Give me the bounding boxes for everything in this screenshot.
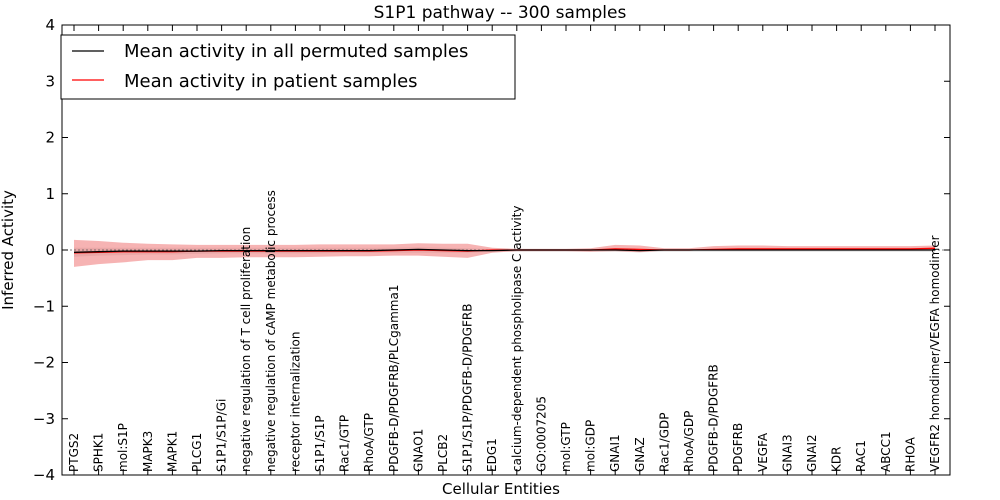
y-tick-label: 0 [45,241,55,259]
x-category-label: mol:GDP [584,420,598,472]
x-category-label: RhoA/GDP [682,411,696,472]
x-category-label: ABCC1 [879,431,893,472]
x-category-label: PLCB2 [436,434,450,472]
x-category-label: negative regulation of cAMP metabolic pr… [264,190,278,472]
x-category-label: GNAI2 [805,434,819,472]
y-tick-label: 4 [45,16,55,34]
series-line-permuted [73,248,935,253]
legend: Mean activity in all permuted samples Me… [60,34,516,100]
y-tick-label: 2 [45,129,55,147]
x-category-label: MAPK3 [141,431,155,472]
legend-box [60,34,516,100]
y-tick-label: −4 [33,466,55,484]
x-category-label: PDGFRB [731,423,745,472]
x-category-label: GNAZ [633,437,647,472]
x-category-label: PDGFB-D/PDGFRB/PLCgamma1 [387,285,401,472]
x-category-label: GNAI1 [608,434,622,472]
legend-label-patient: Mean activity in patient samples [124,71,418,92]
x-category-label: calcium-dependent phospholipase C activi… [510,206,524,472]
x-category-label: GNAO1 [411,429,425,472]
x-category-label: KDR [830,447,844,472]
x-category-label: VEGFA [756,432,770,472]
x-category-label: Rac1/GDP [657,413,671,472]
series-lines [73,247,936,254]
x-category-label: EDG1 [485,438,499,472]
x-category-label: RHOA [903,436,917,472]
x-category-label: PLCG1 [190,433,204,472]
x-axis-title: Cellular Entities [442,480,560,498]
x-category-label: RAC1 [854,440,868,472]
band-patient [74,239,935,267]
x-category-label: PDGFB-D/PDGFRB [707,364,721,472]
x-category-label: mol:S1P [116,423,130,472]
x-category-label: Rac1/GTP [338,415,352,472]
x-category-label: receptor internalization [288,332,302,472]
y-tick-label: 1 [45,185,55,203]
y-tick-label: −3 [33,410,55,428]
x-category-label: GNAI3 [780,434,794,472]
x-category-label: mol:GTP [559,422,573,472]
x-category-label: S1P1/S1P/Gi [215,399,229,472]
x-category-label: S1P1/S1P/PDGFB-D/PDGFRB [461,304,475,472]
x-category-label: SPHK1 [92,433,106,472]
x-category-label: PTGS2 [67,433,81,472]
y-tick-label: −2 [33,354,55,372]
x-category-label: S1P1/S1P [313,415,327,472]
x-category-label: negative regulation of T cell proliferat… [239,227,253,472]
y-axis-title: Inferred Activity [0,190,17,310]
x-category-label: RhoA/GTP [362,413,376,472]
y-axis-ticks: 4 3 2 1 0 −1 −2 −3 −4 [33,16,950,484]
y-tick-label: −1 [33,297,55,315]
x-category-label: MAPK1 [165,431,179,472]
x-category-label: VEGFR2 homodimer/VEGFA homodimer [928,235,942,472]
chart-title: S1P1 pathway -- 300 samples [374,3,627,23]
x-axis-ticks: PTGS2 SPHK1 mol:S1P MAPK3 MAPK1 PLCG1 S1P1/S1P… [67,25,942,475]
legend-label-permuted: Mean activity in all permuted samples [124,41,468,62]
x-category-label: GO:0007205 [534,396,548,472]
y-tick-label: 3 [45,72,55,90]
